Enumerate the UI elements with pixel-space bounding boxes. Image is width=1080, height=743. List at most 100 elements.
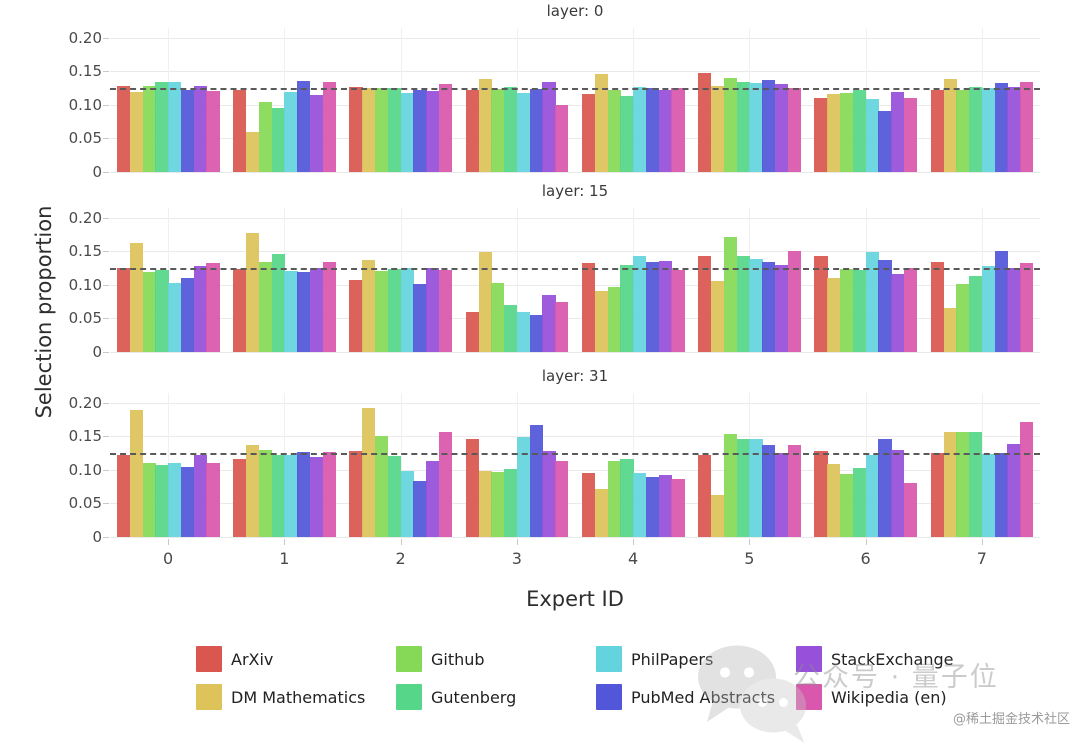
- bar: [671, 478, 685, 537]
- x-tick-mark: [400, 539, 402, 545]
- bar: [246, 131, 260, 172]
- bar: [284, 270, 298, 352]
- bar: [116, 268, 131, 352]
- x-gridline: [516, 207, 518, 352]
- bar: [478, 252, 492, 352]
- legend-swatch: [396, 684, 422, 710]
- bar: [762, 80, 776, 172]
- bar: [309, 268, 324, 352]
- legend-item[interactable]: PubMed Abstracts: [596, 684, 796, 710]
- y-gridline: [110, 104, 1040, 106]
- y-gridline: [110, 351, 1040, 353]
- bar: [271, 254, 285, 352]
- bar: [529, 315, 543, 352]
- facet-title: layer: 0: [546, 1, 604, 20]
- bar: [658, 475, 672, 537]
- bar: [762, 262, 776, 352]
- legend-item[interactable]: DM Mathematics: [196, 684, 396, 710]
- bar: [193, 86, 207, 172]
- bar: [865, 455, 879, 537]
- bar: [555, 301, 569, 352]
- legend-item[interactable]: Github: [396, 646, 596, 672]
- bar: [193, 266, 207, 352]
- bar: [284, 454, 298, 537]
- bar: [787, 87, 801, 172]
- legend-swatch: [196, 684, 222, 710]
- y-tick-label: 0.10: [68, 95, 102, 114]
- bar: [438, 269, 453, 352]
- bar: [362, 88, 376, 172]
- y-gridline: [110, 284, 1040, 286]
- bar: [711, 86, 725, 172]
- legend-item[interactable]: ArXiv: [196, 646, 396, 672]
- bar: [956, 284, 970, 352]
- x-tick-mark: [284, 539, 286, 545]
- legend-item[interactable]: StackExchange: [796, 646, 996, 672]
- bar: [142, 463, 156, 537]
- y-tick-label: 0.15: [68, 242, 102, 261]
- bar: [607, 287, 621, 352]
- x-tick-mark: [749, 539, 751, 545]
- legend-swatch: [596, 684, 622, 710]
- bar: [516, 311, 531, 352]
- y-tick-mark: [103, 536, 109, 538]
- bar: [620, 264, 634, 352]
- bar: [465, 311, 479, 352]
- bar: [930, 453, 944, 537]
- reference-line: [110, 453, 1040, 456]
- bar: [413, 284, 427, 352]
- bar: [891, 91, 905, 172]
- bar: [956, 89, 970, 172]
- bar: [723, 433, 737, 537]
- y-tick-mark: [103, 284, 109, 286]
- bar: [994, 250, 1008, 352]
- x-tick-mark: [981, 539, 983, 545]
- y-gridline: [110, 217, 1040, 219]
- bar: [297, 271, 311, 352]
- bar: [620, 459, 634, 537]
- bar: [375, 87, 389, 172]
- bar: [903, 483, 918, 537]
- bar: [246, 233, 260, 352]
- facet-panel: layer: 15 0 0.05 0.10 0.15 0.20: [69, 182, 1040, 361]
- y-tick-label: 0.05: [68, 494, 102, 513]
- bar: [168, 82, 182, 172]
- bar: [852, 269, 867, 352]
- bar: [297, 80, 311, 172]
- y-tick-mark: [103, 251, 109, 253]
- y-tick-label: 0.10: [68, 275, 102, 294]
- bar: [671, 88, 685, 172]
- bar: [930, 89, 944, 172]
- legend-label: Wikipedia (en): [831, 687, 947, 707]
- legend-item[interactable]: Wikipedia (en): [796, 684, 996, 710]
- bar: [309, 457, 324, 537]
- bar: [594, 489, 608, 537]
- bar: [903, 268, 918, 352]
- reference-line: [110, 88, 1040, 91]
- bar: [529, 425, 543, 537]
- bar: [878, 259, 892, 352]
- bar: [297, 451, 311, 537]
- bar: [827, 463, 841, 537]
- bar: [852, 467, 867, 537]
- bar: [349, 451, 363, 537]
- y-tick-mark: [103, 469, 109, 471]
- bar: [994, 82, 1008, 172]
- x-axis-title: Expert ID: [526, 587, 624, 611]
- legend-label: DM Mathematics: [231, 687, 366, 707]
- bar: [142, 85, 156, 172]
- bar: [943, 78, 957, 172]
- bar: [426, 460, 440, 537]
- bar: [581, 93, 596, 172]
- bar: [362, 408, 376, 537]
- bar: [155, 82, 169, 172]
- bar: [607, 90, 621, 172]
- bar: [400, 471, 414, 537]
- legend-swatch: [796, 684, 822, 710]
- y-tick-label: 0: [92, 162, 102, 181]
- legend-item[interactable]: Gutenberg: [396, 684, 596, 710]
- legend-item[interactable]: PhilPapers: [596, 646, 796, 672]
- legend-swatch: [196, 646, 222, 672]
- facet-title: layer: 31: [541, 366, 609, 385]
